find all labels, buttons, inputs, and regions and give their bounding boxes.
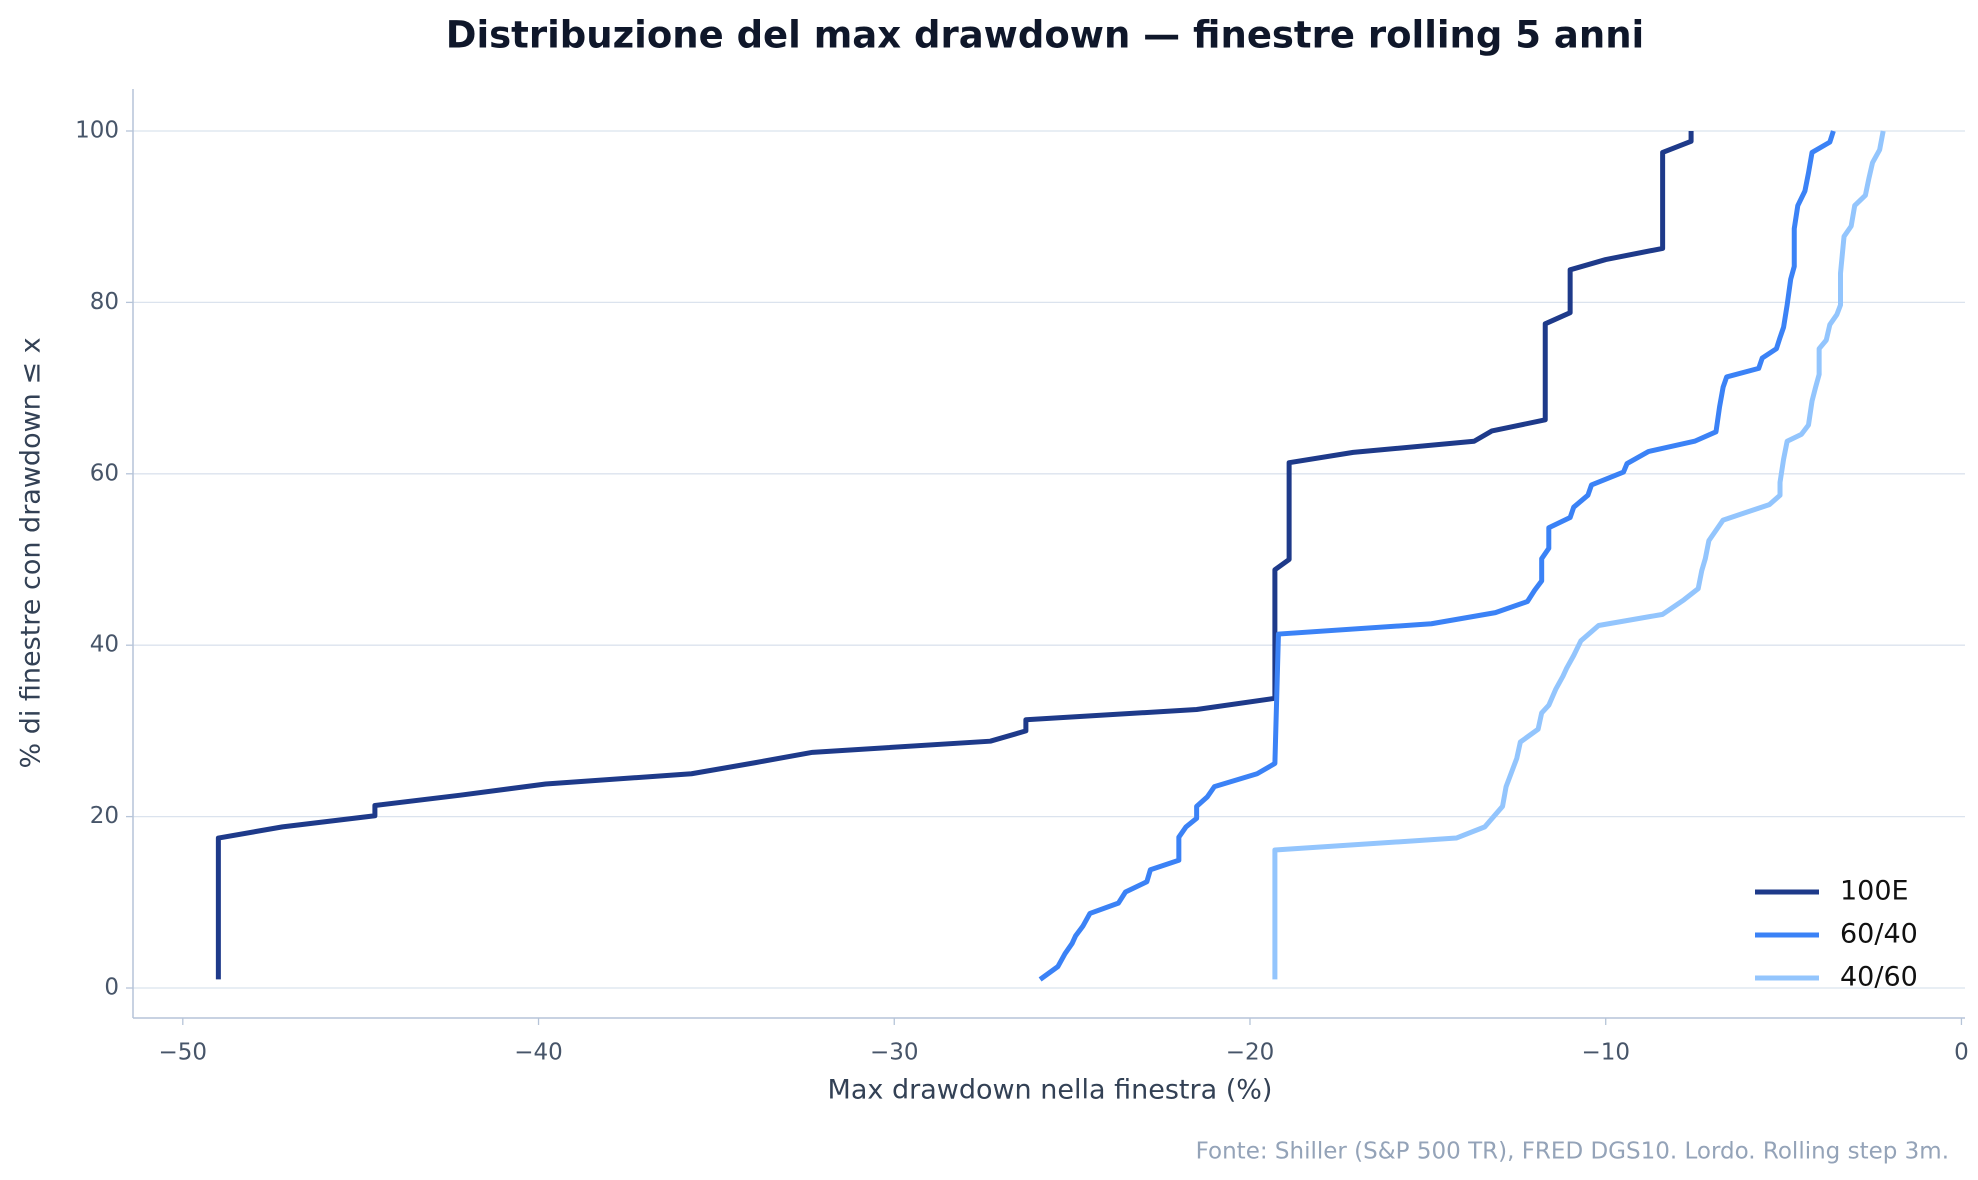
x-tick-label: −10 [1581,1040,1630,1066]
legend-label: 60/40 [1840,919,1918,950]
y-axis-label: % di finestre con drawdown ≤ x [16,337,47,768]
y-tick-label: 20 [90,803,119,829]
x-axis-label: Max drawdown nella finestra (%) [828,1075,1273,1106]
y-tick-label: 80 [90,289,119,315]
line-series [1038,130,1836,982]
x-tick-label: 0 [1954,1040,1969,1066]
y-tick-label: 0 [104,975,119,1001]
y-tick-label: 40 [90,632,119,658]
legend-label: 100E [1840,876,1909,907]
y-tick-label: 100 [75,117,119,143]
x-tick-label: −50 [159,1040,208,1066]
chart-title: Distribuzione del max drawdown — finestr… [446,14,1644,57]
line-series [215,130,1694,980]
legend-label: 40/60 [1840,962,1918,993]
line-series [1272,130,1886,980]
x-tick-label: −30 [870,1040,919,1066]
x-tick-label: −40 [514,1040,563,1066]
source-note: Fonte: Shiller (S&P 500 TR), FRED DGS10.… [1196,1139,1949,1165]
x-tick-label: −20 [1226,1040,1275,1066]
y-tick-label: 60 [90,460,119,486]
